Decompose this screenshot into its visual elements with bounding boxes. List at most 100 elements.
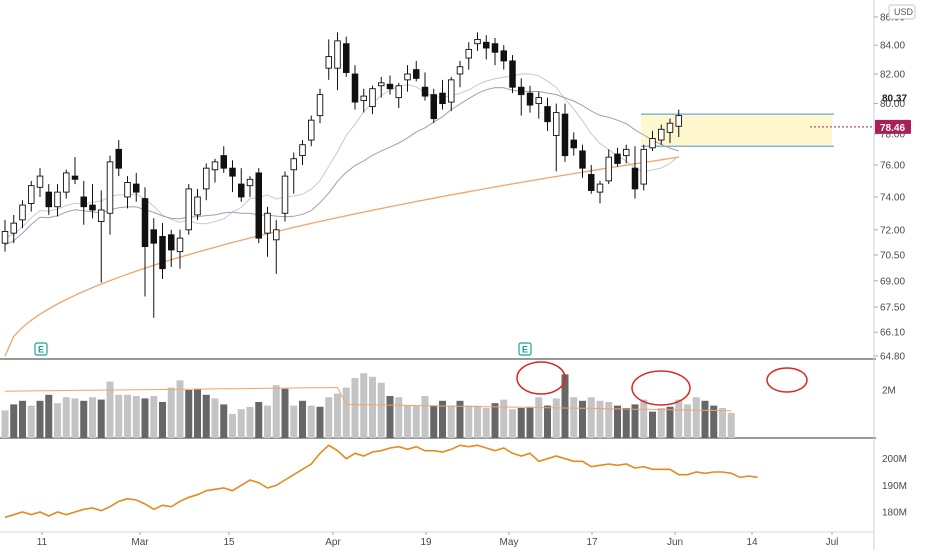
price-tick-label: 66.10 (880, 328, 905, 339)
candle-body (36, 175, 44, 188)
volume-bar (229, 414, 236, 438)
current-price-tag (875, 119, 911, 134)
highlight-circle (766, 367, 808, 393)
volume-bar (307, 405, 315, 438)
volume-bar (71, 398, 79, 438)
volume-bar (1, 410, 9, 438)
candle-body (675, 115, 683, 127)
candle-body (54, 191, 61, 208)
candle-body (202, 167, 210, 190)
volume-bar (377, 382, 385, 438)
volume-bar (80, 400, 88, 438)
volume-bar (264, 405, 271, 438)
price-tick-label: 84.00 (880, 41, 905, 52)
candle-body (570, 139, 578, 149)
candle-body (561, 113, 569, 157)
volume-bar (675, 399, 683, 438)
volume-bar (62, 397, 70, 438)
volume-bar (159, 402, 166, 438)
candle-body (500, 50, 508, 62)
currency-label: USD (894, 7, 914, 17)
volume-bar (596, 400, 604, 438)
volume-bar (10, 404, 18, 438)
candle-body (439, 92, 446, 105)
candle-body (623, 148, 630, 157)
candle-body (343, 43, 350, 73)
volume-bar (465, 405, 473, 438)
volume-bar (272, 385, 280, 438)
volume-bar (351, 378, 359, 438)
time-tick-label: May (500, 537, 519, 548)
time-tick-label: Mar (131, 537, 149, 548)
candle-body (360, 95, 368, 102)
time-tick-label: Jul (826, 537, 839, 548)
volume-bar (657, 408, 665, 438)
volume-bar (316, 406, 324, 438)
volume-bar (692, 397, 700, 438)
volume-bar (421, 396, 429, 438)
candle-body (28, 185, 35, 204)
volume-bar (342, 387, 350, 438)
volume-bar (684, 404, 691, 438)
volume-bar (649, 411, 656, 438)
volume-bar (281, 388, 289, 438)
currency-badge (888, 4, 916, 20)
candle-body (281, 175, 289, 214)
volume-bar (509, 409, 516, 438)
candle-body (640, 148, 648, 185)
obv-tick-label: 180M (882, 508, 907, 519)
time-tick-label: 11 (37, 537, 48, 548)
volume-bar (605, 402, 613, 438)
current-price-label: 78.46 (880, 123, 905, 134)
obv-tick-label: 190M (882, 481, 907, 492)
volume-bar (220, 404, 228, 438)
time-tick-label: 15 (223, 537, 235, 548)
volume-bar (526, 406, 534, 438)
candle-body (491, 43, 499, 53)
candle-body (596, 183, 604, 193)
candle-body (19, 204, 26, 221)
volume-bar (710, 405, 718, 438)
volume-bar (132, 396, 140, 438)
earnings-marker-letter: E (522, 345, 528, 355)
candle-body (474, 38, 481, 45)
candle-body (518, 86, 525, 96)
volume-bar (404, 405, 411, 438)
candle-body (526, 92, 534, 106)
volume-bar (325, 397, 333, 438)
candle-body (544, 106, 551, 123)
volume-bar (430, 405, 438, 438)
volume-bar (500, 399, 508, 438)
volume-bar (290, 405, 298, 438)
candle-body (89, 204, 96, 211)
candle-body (579, 150, 586, 169)
ma-mid-line (4, 87, 679, 246)
candle-body (63, 172, 70, 193)
candle-body (465, 48, 473, 59)
price-tick-label: 67.50 (880, 303, 905, 314)
candle-body (605, 156, 613, 182)
candle-body (211, 161, 219, 171)
earnings-marker-icon (34, 342, 48, 356)
ma-long-line (4, 156, 679, 357)
time-tick-label: 19 (420, 537, 432, 548)
candle-body (535, 97, 543, 105)
candle-body (334, 40, 341, 69)
time-tick-label: Apr (325, 537, 341, 548)
volume-bar (727, 412, 735, 438)
volume-bar (386, 396, 394, 438)
ma-short-line (4, 73, 680, 239)
candle-body (553, 112, 560, 136)
candle-body (588, 174, 595, 191)
candle-body (483, 41, 490, 49)
obv-tick-label: 200M (882, 454, 907, 465)
highlight-circle (516, 361, 566, 395)
volume-average-line (4, 387, 732, 412)
candle-body (246, 178, 254, 187)
candle-body (71, 175, 79, 180)
volume-bar (19, 400, 26, 438)
volume-bar (237, 409, 245, 438)
earnings-marker-icon (518, 342, 532, 356)
candle-body (325, 56, 333, 69)
